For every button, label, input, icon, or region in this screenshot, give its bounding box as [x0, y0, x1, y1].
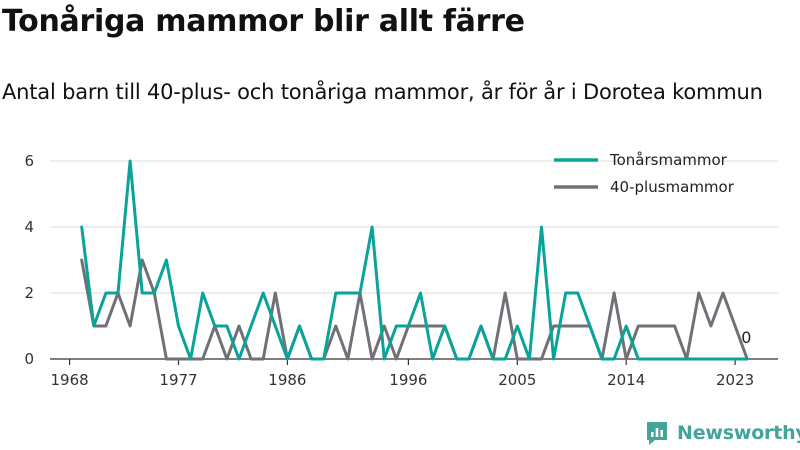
newsworthy-logo-icon	[647, 422, 667, 445]
x-tick-label-2014: 2014	[607, 371, 645, 389]
y-tick-label-4: 4	[24, 218, 34, 236]
x-tick-label-1977: 1977	[159, 371, 197, 389]
y-tick-label-6: 6	[24, 152, 34, 170]
brand-name: Newsworthy	[677, 422, 800, 444]
x-tick-label-2005: 2005	[498, 371, 536, 389]
end-labels: 0	[741, 328, 751, 347]
brand-logo: Newsworthy	[645, 420, 800, 446]
legend-label-Tonårsmammor: Tonårsmammor	[609, 151, 728, 169]
chart-title: Tonåriga mammor blir allt färre	[2, 4, 525, 39]
y-axis: 0 2 4 6	[24, 152, 34, 368]
legend: Tonårsmammor 40-plusmammor	[554, 151, 735, 196]
end-label-tonarsmammor: 0	[741, 328, 751, 347]
y-tick-label-0: 0	[24, 350, 34, 368]
x-tick-label-1996: 1996	[389, 371, 427, 389]
x-tick-label-1968: 1968	[51, 371, 89, 389]
x-tick-label-1986: 1986	[268, 371, 306, 389]
chart-subtitle: Antal barn till 40-plus- och tonåriga ma…	[2, 80, 763, 104]
series-line-40-plusmammor	[80, 258, 749, 361]
y-tick-label-2: 2	[24, 284, 34, 302]
legend-label-40-plusmammor: 40-plusmammor	[610, 178, 735, 196]
x-tick-label-2023: 2023	[716, 371, 754, 389]
series-line-Tonårsmammor	[80, 159, 749, 361]
x-axis: 1968 1977 1986 1996 2005 2014 2023	[50, 358, 778, 389]
series-lines	[80, 159, 749, 361]
